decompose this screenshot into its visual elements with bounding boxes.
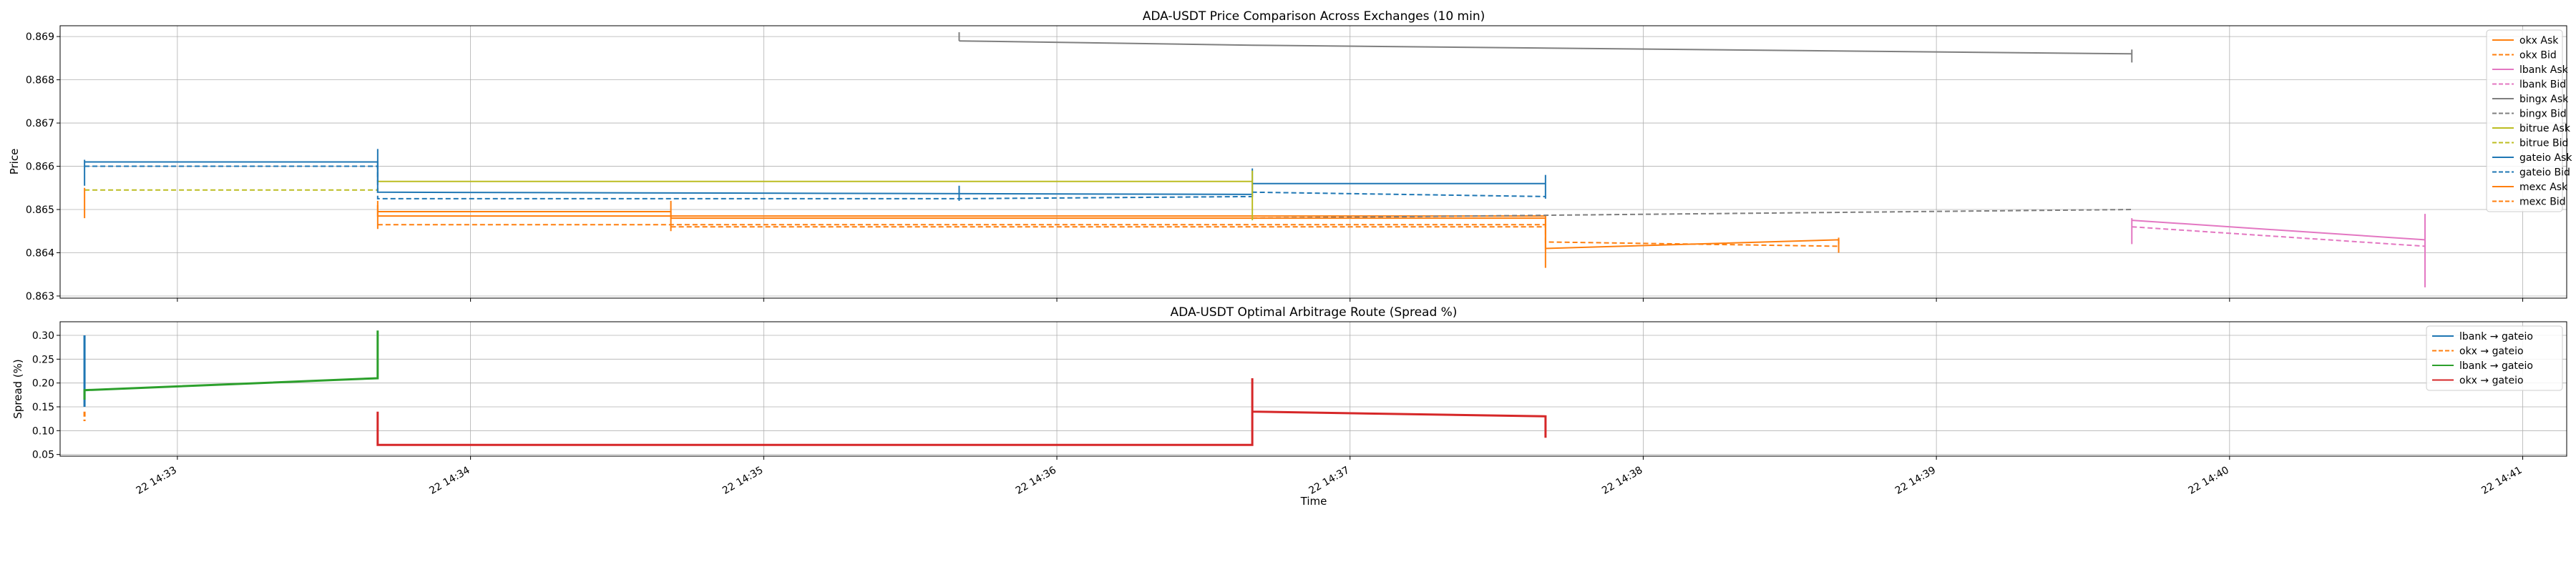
- price-plot-frame: [59, 25, 2567, 299]
- series-line: [1252, 209, 2132, 220]
- price-x-ticks: [177, 298, 2524, 302]
- legend-box: [2426, 325, 2563, 391]
- series-line: [959, 40, 2132, 55]
- spread-y-ticks: 0.05 0.10 0.15 0.20 0.25 0.30: [32, 330, 60, 461]
- legend-entry: lbank Bid: [2519, 79, 2566, 91]
- x-tick-label: 22 14:36: [1014, 465, 1058, 497]
- price-series: [84, 32, 2426, 287]
- legend-entry: bingx Bid: [2519, 109, 2567, 120]
- legend-entry: lbank Ask: [2519, 64, 2569, 76]
- x-tick-label: 22 14:34: [427, 465, 472, 497]
- price-y-ticks: 0.863 0.864 0.865 0.866 0.867 0.868 0.869: [26, 31, 60, 302]
- legend-entry: bitrue Ask: [2519, 123, 2571, 134]
- x-axis-label: Time: [1300, 495, 1327, 508]
- legend-box: [2486, 29, 2563, 212]
- spread-x-ticks: 22 14:33 22 14:34 22 14:35 22 14:36 22 14:37…: [135, 456, 2524, 497]
- series-line: [376, 378, 1547, 446]
- legend-entry: gateio Ask: [2519, 152, 2572, 164]
- series-line: [377, 211, 1546, 220]
- legend-entry: okx → gateio: [2459, 375, 2524, 387]
- x-tick-label: 22 14:38: [1600, 465, 1644, 497]
- y-tick-label: 0.863: [26, 291, 54, 302]
- y-tick-label: 0.867: [26, 118, 54, 129]
- y-tick-label: 0.10: [32, 425, 54, 437]
- y-tick-label: 0.05: [32, 450, 54, 461]
- spread-panel: ADA-USDT Optimal Arbitrage Route (Spread…: [11, 305, 2567, 497]
- series-line: [84, 161, 1546, 195]
- y-tick-label: 0.15: [32, 402, 54, 413]
- x-tick-label: 22 14:39: [1893, 465, 1938, 497]
- x-tick-label: 22 14:37: [1307, 465, 1351, 497]
- spread-y-axis-label: Spread (%): [11, 359, 24, 419]
- price-legend: okx Ask okx Bid lbank Ask lbank Bid bingx As…: [2486, 29, 2572, 212]
- legend-entry: gateio Bid: [2519, 167, 2570, 179]
- legend-entry: mexc Bid: [2519, 197, 2566, 208]
- y-tick-label: 0.866: [26, 162, 54, 173]
- y-tick-label: 0.25: [32, 354, 54, 365]
- legend-entry: okx → gateio: [2459, 346, 2524, 358]
- y-tick-label: 0.30: [32, 330, 54, 342]
- legend-entry: okx Ask: [2519, 35, 2559, 46]
- x-tick-label: 22 14:33: [135, 465, 179, 497]
- spread-chart-title: ADA-USDT Optimal Arbitrage Route (Spread…: [1171, 305, 1458, 320]
- x-tick-label: 22 14:35: [721, 465, 765, 497]
- spread-plot-frame: [59, 321, 2567, 457]
- price-y-axis-label: Price: [8, 149, 21, 175]
- x-tick-label: 22 14:40: [2187, 465, 2231, 497]
- legend-entry: bitrue Bid: [2519, 138, 2568, 149]
- legend-entry: lbank → gateio: [2459, 360, 2533, 372]
- legend-entry: lbank → gateio: [2459, 331, 2533, 342]
- series-line: [83, 330, 379, 400]
- series-line: [2132, 226, 2426, 247]
- y-tick-label: 0.868: [26, 75, 54, 87]
- legend-entry: mexc Ask: [2519, 182, 2568, 193]
- series-line: [2132, 220, 2426, 241]
- price-gridlines: [60, 26, 2567, 298]
- price-panel: ADA-USDT Price Comparison Across Exchang…: [8, 9, 2572, 302]
- spread-legend: lbank → gateio okx → gateio lbank → gateio…: [2426, 325, 2563, 391]
- legend-entry: okx Bid: [2519, 50, 2557, 61]
- spread-gridlines: [60, 322, 2567, 456]
- x-tick-label: 22 14:41: [2479, 465, 2524, 497]
- y-tick-label: 0.864: [26, 248, 54, 260]
- y-tick-label: 0.869: [26, 31, 54, 43]
- y-tick-label: 0.865: [26, 204, 54, 216]
- y-tick-label: 0.20: [32, 378, 54, 390]
- legend-entry: bingx Ask: [2519, 94, 2569, 105]
- price-chart-title: ADA-USDT Price Comparison Across Exchang…: [1143, 9, 1485, 24]
- spread-series: [83, 330, 1547, 446]
- series-line: [377, 224, 1839, 247]
